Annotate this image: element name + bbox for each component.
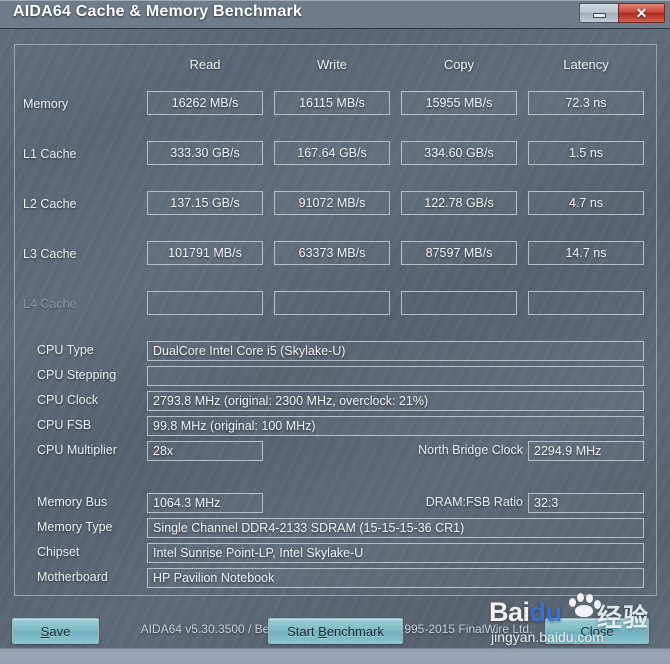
save-accel-key: S [40, 623, 50, 639]
cell-l3-latency: 14.7 ns [528, 241, 644, 265]
start-accel-key: B [318, 623, 327, 639]
title-bar[interactable]: AIDA64 Cache & Memory Benchmark ✕ [0, 0, 670, 29]
label-cpu-multiplier: CPU Multiplier [37, 443, 117, 457]
close-window-button[interactable]: ✕ [618, 3, 665, 23]
content-panel: Read Write Copy Latency Memory 16262 MB/… [14, 44, 657, 636]
cell-memory-write: 16115 MB/s [274, 91, 390, 115]
cell-l2-copy: 122.78 GB/s [401, 191, 517, 215]
row-label-l1-cache: L1 Cache [23, 147, 77, 161]
value-north-bridge-clock: 2294.9 MHz [528, 441, 644, 461]
value-cpu-fsb: 99.8 MHz (original: 100 MHz) [147, 416, 644, 436]
cell-l2-latency: 4.7 ns [528, 191, 644, 215]
label-chipset: Chipset [37, 545, 80, 559]
cell-l1-copy: 334.60 GB/s [401, 141, 517, 165]
row-label-l2-cache: L2 Cache [23, 197, 77, 211]
value-cpu-clock: 2793.8 MHz (original: 2300 MHz, overcloc… [147, 391, 644, 411]
value-memory-type: Single Channel DDR4-2133 SDRAM (15-15-15… [147, 518, 644, 538]
cell-l4-latency [528, 291, 644, 315]
close-icon: ✕ [635, 5, 648, 21]
label-motherboard: Motherboard [37, 570, 108, 584]
cell-l1-latency: 1.5 ns [528, 141, 644, 165]
cell-memory-copy: 15955 MB/s [401, 91, 517, 115]
window-bottom-strip [0, 648, 670, 664]
cell-l4-copy [401, 291, 517, 315]
label-memory-bus: Memory Bus [37, 495, 108, 509]
minimize-button[interactable] [579, 3, 618, 23]
column-header-read: Read [189, 57, 221, 72]
value-motherboard: HP Pavilion Notebook [147, 568, 644, 588]
cell-l1-read: 333.30 GB/s [147, 141, 263, 165]
label-cpu-clock: CPU Clock [37, 393, 99, 407]
cell-l2-write: 91072 MB/s [274, 191, 390, 215]
row-label-memory: Memory [23, 97, 69, 111]
column-header-write: Write [316, 57, 348, 72]
start-benchmark-button[interactable]: Start Benchmark [268, 618, 403, 644]
column-header-copy: Copy [443, 57, 475, 72]
cell-l3-read: 101791 MB/s [147, 241, 263, 265]
window-title: AIDA64 Cache & Memory Benchmark [13, 3, 302, 20]
cell-l1-write: 167.64 GB/s [274, 141, 390, 165]
column-header-latency: Latency [563, 57, 609, 72]
value-cpu-type: DualCore Intel Core i5 (Skylake-U) [147, 341, 644, 361]
row-label-l3-cache: L3 Cache [23, 247, 77, 261]
value-chipset: Intel Sunrise Point-LP, Intel Skylake-U [147, 543, 644, 563]
cell-memory-latency: 72.3 ns [528, 91, 644, 115]
label-cpu-type: CPU Type [37, 343, 94, 357]
cell-l3-write: 63373 MB/s [274, 241, 390, 265]
minimize-icon [592, 13, 606, 18]
cell-l4-write [274, 291, 390, 315]
window-controls: ✕ [579, 3, 665, 23]
save-button[interactable]: Save [12, 618, 99, 644]
label-north-bridge-clock: North Bridge Clock [418, 443, 523, 457]
start-benchmark-label: Start Benchmark [287, 623, 384, 639]
close-button-label: Close [580, 623, 614, 639]
cell-l4-read [147, 291, 263, 315]
cell-l2-read: 137.15 GB/s [147, 191, 263, 215]
value-memory-bus: 1064.3 MHz [147, 493, 263, 513]
close-button[interactable]: Close [545, 618, 649, 644]
value-cpu-stepping [147, 366, 644, 386]
row-label-l4-cache: L4 Cache [23, 297, 77, 311]
label-memory-type: Memory Type [37, 520, 113, 534]
save-button-label: Save [40, 623, 71, 639]
value-cpu-multiplier: 28x [147, 441, 263, 461]
cell-memory-read: 16262 MB/s [147, 91, 263, 115]
value-dram-fsb-ratio: 32:3 [528, 493, 644, 513]
label-cpu-stepping: CPU Stepping [37, 368, 117, 382]
label-cpu-fsb: CPU FSB [37, 418, 92, 432]
cell-l3-copy: 87597 MB/s [401, 241, 517, 265]
label-dram-fsb-ratio: DRAM:FSB Ratio [425, 495, 523, 509]
